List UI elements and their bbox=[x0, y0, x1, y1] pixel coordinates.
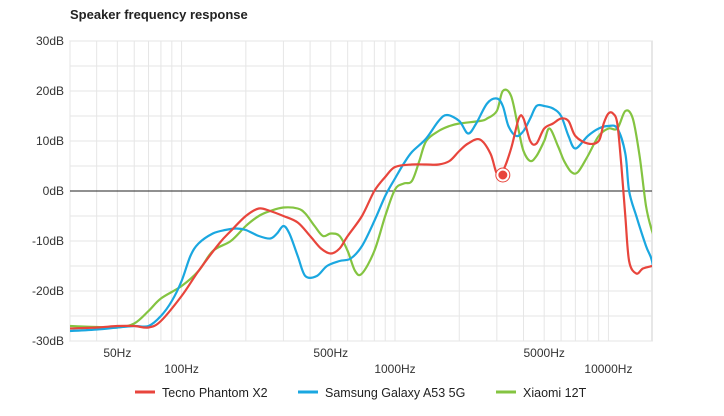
x-tick-label: 500Hz bbox=[313, 346, 348, 360]
series-line-samsung-galaxy-a53-5g bbox=[70, 97, 652, 333]
chart-legend: Tecno Phantom X2 Samsung Galaxy A53 5G Xia… bbox=[135, 386, 587, 400]
legend-label: Samsung Galaxy A53 5G bbox=[325, 386, 465, 400]
y-tick-label: -20dB bbox=[32, 284, 64, 298]
x-tick-label: 50Hz bbox=[103, 346, 131, 360]
x-tick-label: 10000Hz bbox=[584, 362, 632, 376]
series-line-tecno-phantom-x2 bbox=[70, 111, 652, 330]
y-tick-label: 20dB bbox=[36, 84, 64, 98]
y-tick-label: -30dB bbox=[32, 334, 64, 348]
y-tick-label: 10dB bbox=[36, 134, 64, 148]
series-marker-ring bbox=[495, 167, 511, 183]
legend-label: Xiaomi 12T bbox=[523, 386, 587, 400]
x-tick-label: 5000Hz bbox=[524, 346, 565, 360]
y-tick-label: 0dB bbox=[43, 184, 64, 198]
x-tick-label: 1000Hz bbox=[374, 362, 415, 376]
x-tick-label: 100Hz bbox=[164, 362, 199, 376]
y-tick-label: 30dB bbox=[36, 34, 64, 48]
y-tick-label: -10dB bbox=[32, 234, 64, 248]
chart-title: Speaker frequency response bbox=[70, 7, 248, 22]
legend-label: Tecno Phantom X2 bbox=[162, 386, 268, 400]
series-line-xiaomi-12t bbox=[70, 88, 652, 329]
series-marker bbox=[496, 168, 510, 182]
